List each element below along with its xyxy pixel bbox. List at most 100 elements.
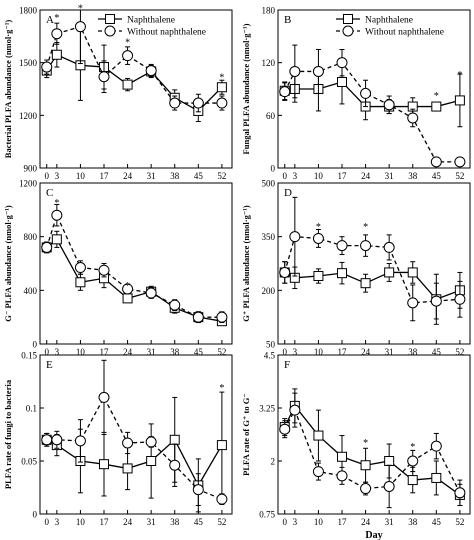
y-tick-label: 0 (33, 340, 38, 350)
data-point-circle (169, 299, 181, 311)
y-axis-label: PLFA rate of G⁺ to G⁻ (241, 393, 251, 476)
x-tick-label: 17 (338, 171, 348, 181)
x-tick-label: 17 (100, 347, 110, 357)
data-point-circle (454, 487, 466, 499)
panel-f: F 0.75 2 3.25 4.5 0 3 10 17 24 31 38 45 52 PLFA rate o… (241, 351, 471, 540)
data-point-circle (383, 480, 395, 492)
panel-letter: B (284, 14, 291, 26)
significance-star: * (54, 198, 59, 209)
data-point-circle (169, 97, 181, 109)
data-point-square (122, 79, 133, 90)
data-point-circle (336, 470, 348, 482)
x-tick-label: 10 (314, 517, 324, 527)
plot-frame (277, 9, 471, 169)
significance-star: * (125, 38, 130, 49)
series-line (46, 25, 222, 104)
x-tick-label: 45 (194, 517, 204, 527)
data-point-square (169, 434, 180, 445)
x-tick-label: 3 (55, 347, 60, 357)
significance-star: * (457, 70, 462, 81)
data-point-square (122, 293, 133, 304)
data-point-circle (407, 297, 419, 309)
y-tick-label: 120 (262, 58, 276, 68)
y-tick-label: 1200 (19, 111, 38, 121)
data-point-circle (41, 241, 53, 253)
data-point-square (384, 267, 395, 278)
x-tick-label: 52 (217, 347, 226, 357)
y-tick-label: 400 (24, 286, 38, 296)
data-point-circle (216, 493, 228, 505)
panel-a: A 900 1200 1500 1800 0 3 10 17 24 31 38 45 52 Bacteria… (3, 3, 233, 181)
significance-star: * (125, 281, 130, 292)
y-tick-label: 350 (262, 232, 276, 242)
data-point-circle (289, 65, 301, 77)
data-point-square (337, 451, 347, 462)
x-tick-label: 17 (100, 517, 110, 527)
data-point-circle (279, 266, 291, 278)
data-point-circle (74, 21, 86, 33)
data-point-circle (41, 61, 53, 73)
data-point-square (146, 456, 157, 466)
data-point-circle (407, 455, 419, 467)
data-point-square (313, 430, 324, 441)
data-point-circle (51, 209, 63, 221)
y-tick-label: 3.25 (259, 404, 275, 414)
series-line (284, 235, 460, 304)
x-tick-label: 17 (100, 171, 110, 181)
legend-marker-circle (104, 25, 116, 37)
y-axis-label: Bacterial PLFA abundance (nmol·g⁻¹) (3, 20, 13, 159)
data-point-square (337, 76, 347, 87)
x-tick-label: 52 (217, 171, 226, 181)
data-point-circle (312, 65, 324, 77)
data-point-square (216, 440, 227, 451)
series-without-naphthalene (279, 392, 466, 509)
legend-label: Without naphthalene (127, 28, 206, 38)
data-point-circle (216, 97, 228, 109)
x-tick-label: 52 (217, 517, 226, 527)
series-line (46, 438, 223, 487)
data-point-square (337, 268, 347, 279)
x-tick-label: 3 (55, 171, 60, 181)
x-axis-label: Day (365, 530, 382, 540)
plot-frame (39, 354, 233, 515)
data-point-square (360, 278, 371, 289)
data-point-circle (430, 440, 442, 452)
legend-label: Naphthalene (365, 16, 413, 26)
x-tick-label: 24 (361, 517, 371, 527)
x-tick-label: 3 (293, 347, 298, 357)
y-tick-label: 800 (24, 232, 38, 242)
data-point-square (454, 95, 465, 106)
x-tick-label: 31 (385, 171, 394, 181)
y-tick-label: 0 (33, 510, 38, 520)
x-tick-label: 52 (455, 347, 464, 357)
data-point-square (313, 271, 324, 282)
data-point-square (51, 49, 62, 60)
significance-star: * (363, 222, 368, 233)
series-line (284, 408, 461, 494)
x-tick-label: 38 (170, 517, 180, 527)
x-tick-label: 10 (314, 171, 324, 181)
legend: Naphthalene Without naphthalene (98, 14, 206, 38)
x-tick-label: 10 (76, 347, 86, 357)
data-point-circle (74, 435, 86, 447)
x-tick-label: 38 (170, 347, 180, 357)
data-point-circle (51, 28, 63, 40)
significance-star: * (219, 383, 224, 394)
data-point-square (99, 459, 109, 470)
x-tick-label: 3 (293, 517, 298, 527)
data-point-square (122, 463, 133, 474)
data-point-circle (41, 434, 53, 446)
data-point-circle (289, 231, 301, 243)
y-tick-label: 1200 (19, 179, 38, 189)
data-point-circle (192, 311, 204, 323)
data-point-circle (51, 434, 63, 446)
y-axis-label: G⁺ PLFA abundance (nmol·g⁻¹) (241, 205, 251, 322)
y-tick-label: 60 (266, 111, 276, 121)
data-point-square (407, 475, 418, 486)
data-point-circle (122, 437, 134, 449)
data-point-circle (360, 483, 372, 495)
x-tick-label: 24 (361, 347, 371, 357)
significance-star: * (363, 438, 368, 449)
